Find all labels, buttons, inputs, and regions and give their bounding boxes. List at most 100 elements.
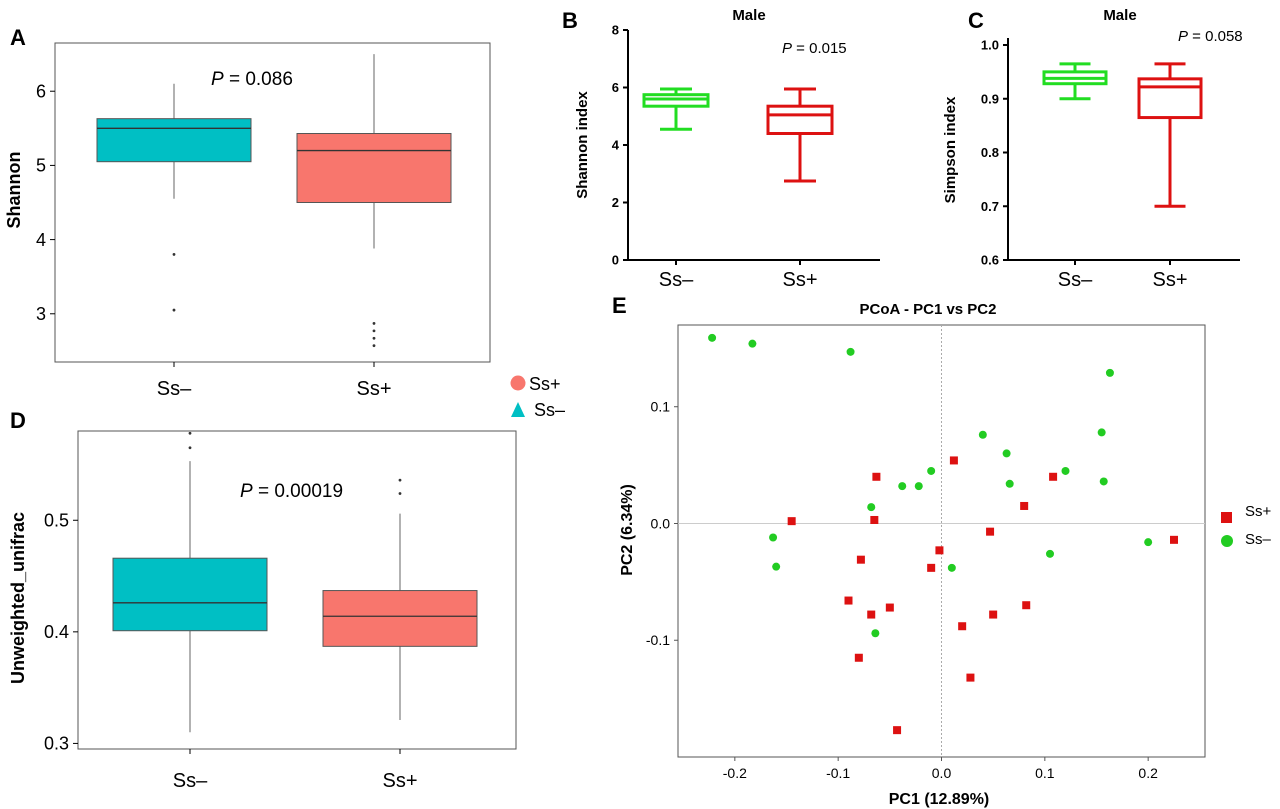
legend-label-ss-plus: Ss+ (529, 374, 561, 394)
data-point-ss-plus (1170, 535, 1178, 544)
panel-label-c: C (968, 8, 984, 33)
data-point-ss-plus (958, 622, 967, 631)
panel-e: E PCoA - PC1 vs PC2 -0.2 -0.1 0.0 0.1 0.2 -0.… (612, 293, 1272, 808)
data-point-ss-minus (867, 503, 876, 512)
y-tick-label-b: 4 (612, 138, 620, 153)
y-tick-label-a: 3 (36, 304, 46, 324)
data-point-ss-minus (708, 333, 717, 342)
y-tick-label-e: 0.0 (651, 515, 671, 531)
y-tick-label-c: 0.8 (981, 145, 999, 160)
data-point-ss-minus (772, 562, 781, 571)
data-point-ss-plus (854, 653, 863, 662)
box-ss-minus (96, 118, 252, 163)
y-tick-label-a: 6 (36, 82, 46, 102)
data-point-ss-plus (949, 456, 958, 465)
x-tick-label-e: 0.2 (1138, 765, 1158, 781)
legend-marker-e-ss-plus (1221, 512, 1232, 523)
y-tick-label-c: 0.9 (981, 91, 999, 106)
data-point-ss-minus (978, 430, 987, 439)
y-tick-label-c: 1.0 (981, 38, 999, 53)
x-tick-label-b-1: Ss– (659, 269, 694, 291)
y-tick-label-a: 5 (36, 156, 46, 176)
data-point-ss-minus (1099, 477, 1108, 486)
panel-label-a: A (10, 25, 26, 50)
legend-marker-ss-plus (510, 375, 526, 391)
legend-marker-e-ss-minus (1221, 535, 1233, 547)
x-tick-label-d-1: Ss– (173, 770, 208, 792)
outlier-point (372, 344, 376, 348)
y-axis-label-c: Simpson index (942, 96, 959, 203)
box-ss-plus (1137, 77, 1203, 120)
data-point-ss-minus (947, 563, 956, 572)
legend-label-ss-minus: Ss– (534, 400, 565, 420)
data-point-ss-minus (898, 482, 907, 491)
outlier-point (372, 336, 376, 340)
y-tick-label-d: 0.4 (44, 622, 69, 642)
data-point-ss-plus (885, 603, 894, 612)
y-tick-label-b: 0 (612, 253, 619, 268)
data-point-ss-plus (989, 610, 998, 619)
p-value-d: P = 0.00019 (240, 481, 343, 502)
panel-label-d: D (10, 408, 26, 433)
panel-label-e: E (612, 293, 627, 318)
y-tick-label-b: 8 (612, 23, 619, 38)
data-point-ss-plus (872, 472, 881, 481)
y-axis-label-d: Unweighted_unifrac (8, 512, 28, 684)
data-point-ss-minus (914, 482, 923, 491)
x-tick-label-e: 0.1 (1035, 765, 1055, 781)
y-tick-label-d: 0.3 (44, 734, 69, 754)
x-tick-label-e: -0.2 (723, 765, 747, 781)
y-tick-label-c: 0.7 (981, 199, 999, 214)
data-point-ss-plus (986, 527, 995, 536)
box-ss-plus (296, 133, 452, 203)
data-point-ss-plus (935, 546, 944, 555)
panel-a: A 3 4 5 6 Shannon P = 0.086 Ss– Ss+ (4, 25, 491, 400)
data-point-ss-plus (1049, 472, 1058, 481)
data-point-ss-minus (1046, 549, 1054, 558)
legend-label-e-ss-plus: Ss+ (1245, 503, 1272, 520)
legend-label-e-ss-minus: Ss– (1245, 531, 1272, 548)
x-tick-label-a-2: Ss+ (356, 378, 391, 400)
data-point-ss-plus (856, 555, 865, 564)
x-tick-label-b-2: Ss+ (782, 269, 817, 291)
data-point-ss-plus (966, 673, 975, 682)
box-ss-plus (322, 590, 478, 647)
outlier-point (188, 431, 192, 435)
outlier-point (172, 308, 176, 312)
x-tick-label-a-1: Ss– (157, 378, 192, 400)
p-value-b: P = 0.015 (782, 40, 847, 57)
p-value-a: P = 0.086 (211, 69, 293, 90)
outlier-point (372, 322, 376, 325)
legend-a: Ss+ Ss– (510, 374, 565, 420)
chart-title-c: Male (1103, 7, 1136, 24)
data-point-ss-plus (893, 726, 902, 735)
data-point-ss-minus (748, 339, 757, 348)
y-axis-label-e: PC2 (6.34%) (619, 484, 636, 576)
data-point-ss-plus (867, 610, 876, 619)
outlier-point (398, 492, 402, 495)
panel-b: B Male 0 2 4 6 8 Shannon index P = 0.015 Ss–… (562, 7, 880, 291)
data-point-ss-minus (769, 533, 778, 542)
y-tick-label-b: 6 (612, 80, 619, 95)
data-point-ss-plus (1020, 501, 1029, 510)
data-point-ss-minus (1005, 479, 1014, 488)
legend-e: Ss+ Ss– (1221, 503, 1272, 548)
data-point-ss-plus (870, 515, 879, 524)
data-point-ss-minus (1061, 466, 1070, 475)
chart-title-e: PCoA - PC1 vs PC2 (860, 301, 997, 318)
x-tick-label-e: 0.0 (932, 765, 952, 781)
data-point-ss-plus (927, 563, 936, 572)
chart-title-b: Male (732, 7, 765, 24)
box-ss-minus (112, 557, 268, 632)
data-point-ss-plus (844, 596, 853, 605)
data-point-ss-minus (846, 347, 855, 356)
y-tick-label-c: 0.6 (981, 253, 999, 268)
y-tick-label-a: 4 (36, 230, 46, 250)
y-tick-label-e: -0.1 (646, 632, 670, 648)
outlier-point (372, 329, 376, 333)
x-tick-label-e: -0.1 (826, 765, 850, 781)
y-axis-label-a: Shannon (4, 152, 24, 229)
panel-label-b: B (562, 8, 578, 33)
x-axis-label-e: PC1 (12.89%) (889, 791, 990, 808)
